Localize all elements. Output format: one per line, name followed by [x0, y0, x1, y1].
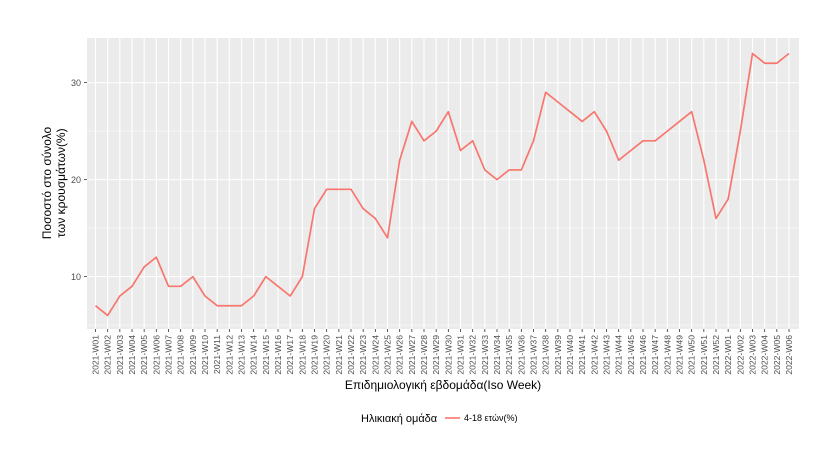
x-tick-label: 2021-W20	[322, 335, 332, 375]
x-tick-label: 2021-W43	[602, 335, 612, 375]
x-tick-label: 2021-W27	[407, 335, 417, 375]
minor-gridlines	[87, 130, 799, 326]
x-tick-label: 2021-W05	[139, 335, 149, 375]
y-tick-label: 30	[71, 78, 81, 88]
x-tick-label: 2021-W32	[468, 335, 478, 375]
x-tick-label: 2021-W40	[565, 335, 575, 375]
x-tick-label: 2021-W22	[346, 335, 356, 375]
x-tick-label: 2021-W37	[529, 335, 539, 375]
x-tick-label: 2021-W42	[589, 335, 599, 375]
x-tick-label: 2021-W47	[650, 335, 660, 375]
x-tick-label: 2021-W02	[103, 335, 113, 375]
x-tick-label: 2021-W24	[370, 335, 380, 375]
x-tick-label: 2021-W30	[443, 335, 453, 375]
x-tick-label: 2021-W50	[687, 335, 697, 375]
x-tick-label: 2021-W29	[431, 335, 441, 375]
legend-title: Ηλικιακή ομάδα	[361, 413, 438, 425]
x-tick-label: 2021-W17	[285, 335, 295, 375]
x-tick-label: 2021-W49	[675, 335, 685, 375]
x-tick-label: 2021-W51	[699, 335, 709, 375]
x-tick-label: 2021-W04	[127, 335, 137, 375]
x-tick-label: 2021-W03	[115, 335, 125, 375]
x-tick-label: 2021-W48	[662, 335, 672, 375]
y-axis-label-line2: των κρουσμάτων(%)	[54, 128, 68, 237]
x-tick-label: 2021-W36	[516, 335, 526, 375]
series-line	[94, 52, 790, 317]
x-tick-label: 2021-W18	[297, 335, 307, 375]
x-tick-label: 2021-W28	[419, 335, 429, 375]
x-tick-label: 2022-W02	[735, 335, 745, 375]
x-tick-label: 2021-W35	[504, 335, 514, 375]
x-tick-label: 2021-W12	[224, 335, 234, 375]
y-axis-label-line1: Ποσοστό στο σύνολο	[40, 126, 54, 239]
x-tick-label: 2022-W03	[748, 335, 758, 375]
x-tick-label: 2021-W46	[638, 335, 648, 375]
x-tick-label: 2021-W33	[480, 335, 490, 375]
legend-item-label: 4-18 ετών(%)	[464, 413, 517, 423]
x-tick-label: 2021-W41	[577, 335, 587, 375]
x-axis-ticks: 2021-W01 2021-W02 2021-W03 2021-W04 2021-W05…	[91, 329, 794, 375]
x-tick-label: 2021-W10	[200, 335, 210, 375]
x-tick-label: 2021-W13	[237, 335, 247, 375]
x-axis-label: Επιδημιολογική εβδομάδα(Iso Week)	[345, 378, 541, 392]
x-tick-label: 2021-W45	[626, 335, 636, 375]
x-tick-label: 2022-W01	[723, 335, 733, 375]
x-tick-label: 2021-W31	[456, 335, 466, 375]
x-tick-label: 2021-W11	[212, 335, 222, 374]
x-tick-label: 2022-W06	[784, 335, 794, 375]
x-tick-label: 2021-W21	[334, 335, 344, 375]
x-tick-label: 2021-W38	[541, 335, 551, 375]
x-tick-label: 2021-W15	[261, 335, 271, 375]
y-tick-label: 20	[71, 175, 81, 185]
x-tick-label: 2021-W19	[310, 335, 320, 375]
x-tick-label: 2021-W34	[492, 335, 502, 375]
x-tick-label: 2021-W23	[358, 335, 368, 375]
y-axis-ticks: 10 20 30	[71, 78, 87, 282]
x-tick-label: 2021-W39	[553, 335, 563, 375]
plot-panel	[87, 38, 799, 329]
x-tick-label: 2021-W52	[711, 335, 721, 375]
x-tick-label: 2021-W25	[383, 335, 393, 375]
series-layer	[94, 52, 790, 317]
y-tick-label: 10	[71, 272, 81, 282]
x-tick-label: 2021-W09	[188, 335, 198, 375]
x-tick-label: 2022-W05	[772, 335, 782, 375]
x-tick-label: 2021-W26	[395, 335, 405, 375]
x-tick-label: 2021-W07	[164, 335, 174, 375]
legend: Ηλικιακή ομάδα 4-18 ετών(%)	[361, 413, 517, 425]
x-tick-label: 2021-W01	[91, 335, 101, 375]
x-tick-label: 2021-W44	[614, 335, 624, 375]
x-tick-label: 2021-W08	[176, 335, 186, 375]
x-tick-label: 2021-W06	[151, 335, 161, 375]
x-tick-label: 2021-W16	[273, 335, 283, 375]
x-tick-label: 2022-W04	[760, 335, 770, 375]
x-tick-label: 2021-W14	[249, 335, 259, 375]
major-gridlines	[87, 38, 799, 329]
